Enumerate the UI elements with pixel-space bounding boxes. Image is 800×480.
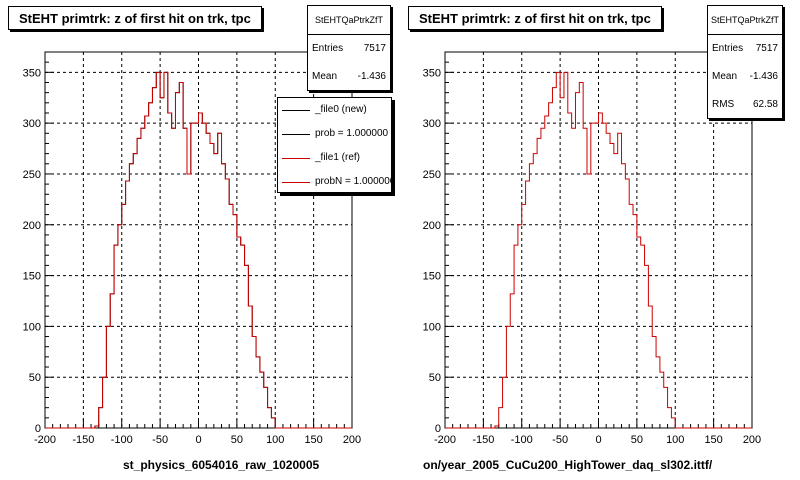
y-tick-label: 350 [423,67,441,79]
x-tick-label: 100 [666,434,684,446]
x-tick-label: 0 [195,434,201,446]
x-tick-label: 200 [743,434,761,446]
legend-entry-new: _file0 (new) [278,98,391,122]
x-tick-label: -50 [152,434,168,446]
stats-row-entries: Entries 7517 [308,35,390,63]
x-tick-label: -200 [34,434,56,446]
x-tick-label: -50 [552,434,568,446]
x-tick-label: 50 [631,434,643,446]
stats-value: 7517 [363,43,386,54]
legend-line-prob [282,134,310,135]
x-tick-label: 200 [343,434,361,446]
y-tick-label: 200 [423,220,441,232]
stats-label: Entries [312,43,344,54]
histogram-canvas-left: -200 -150 -100 -50 0 50 100 150 200 0 50 100 150 200 2… [23,51,361,446]
histogram-series-ref [445,71,752,429]
legend-label: probN = 1.000000 [315,176,392,187]
stats-box: StEHTQaPtrkZfT Entries 7517 Mean -1.436 … [707,5,783,119]
x-tick-label: -100 [111,434,133,446]
plot-title: StEHT primtrk: z of first hit on trk, tp… [408,6,662,30]
plot-title: StEHT primtrk: z of first hit on trk, tp… [8,6,262,30]
y-tick-label: 0 [35,423,41,435]
stats-value: -1.436 [749,71,778,82]
x-tick-label: 150 [704,434,722,446]
stats-value: 7517 [755,43,778,54]
stats-row-entries: Entries 7517 [708,35,782,63]
legend-line-probn [282,182,310,183]
y-tick-label: 100 [23,321,41,333]
y-tick-label: 250 [423,169,441,181]
legend-line-ref [282,158,310,159]
y-tick-label: 100 [423,321,441,333]
y-tick-label: 200 [23,220,41,232]
legend-label: _file0 (new) [315,104,367,115]
x-tick-label: -150 [472,434,494,446]
x-tick-label: 0 [595,434,601,446]
y-tick-label: 300 [423,118,441,130]
legend-label: prob = 1.000000 [315,128,389,139]
x-axis-title: st_physics_6054016_raw_1020005 [123,458,320,472]
legend-label: _file1 (ref) [315,152,361,163]
y-tick-label: 50 [29,372,41,384]
histogram-pad-right: -200 -150 -100 -50 0 50 100 150 200 0 50 100 150 200 2… [400,0,800,480]
x-tick-label: -100 [511,434,533,446]
y-tick-label: 0 [435,423,441,435]
legend-entry-ref: _file1 (ref) [278,146,391,170]
x-tick-label: 50 [231,434,243,446]
x-tick-label: 150 [304,434,322,446]
y-tick-label: 300 [23,118,41,130]
y-tick-label: 150 [423,271,441,283]
stats-label: Mean [312,71,338,82]
y-tick-label: 150 [23,271,41,283]
stats-label: RMS [712,99,735,110]
y-tick-label: 250 [23,169,41,181]
histogram-series-ref [45,71,352,429]
stats-row-rms: RMS 62.58 [708,91,782,119]
stats-value: -1.436 [357,71,386,82]
y-tick-label: 350 [23,67,41,79]
x-tick-label: 100 [266,434,284,446]
stats-label: Entries [712,43,744,54]
stats-box: StEHTQaPtrkZfT Entries 7517 Mean -1.436 [307,5,391,91]
stats-label: Mean [712,71,738,82]
legend-entry-prob: prob = 1.000000 [278,122,391,146]
histogram-canvas-right: -200 -150 -100 -50 0 50 100 150 200 0 50 100 150 200 2… [423,51,761,446]
legend-entry-probn: probN = 1.000000 [278,170,392,192]
stats-name: StEHTQaPtrkZfT [708,6,782,35]
y-tick-label: 50 [429,372,441,384]
stats-value: 62.58 [752,99,778,110]
x-tick-label: -150 [72,434,94,446]
x-tick-label: -200 [434,434,456,446]
stats-row-mean: Mean -1.436 [308,63,390,91]
stats-row-mean: Mean -1.436 [708,63,782,91]
legend-line-new [282,110,310,111]
legend[interactable]: _file0 (new) prob = 1.000000 _file1 (ref… [277,97,392,193]
x-axis-title: on/year_2005_CuCu200_HighTower_daq_sl302… [423,458,713,472]
histogram-pad-left: -200 -150 -100 -50 0 50 100 150 200 0 50 100 150 200 2… [8,5,392,472]
stats-name: StEHTQaPtrkZfT [308,6,390,35]
